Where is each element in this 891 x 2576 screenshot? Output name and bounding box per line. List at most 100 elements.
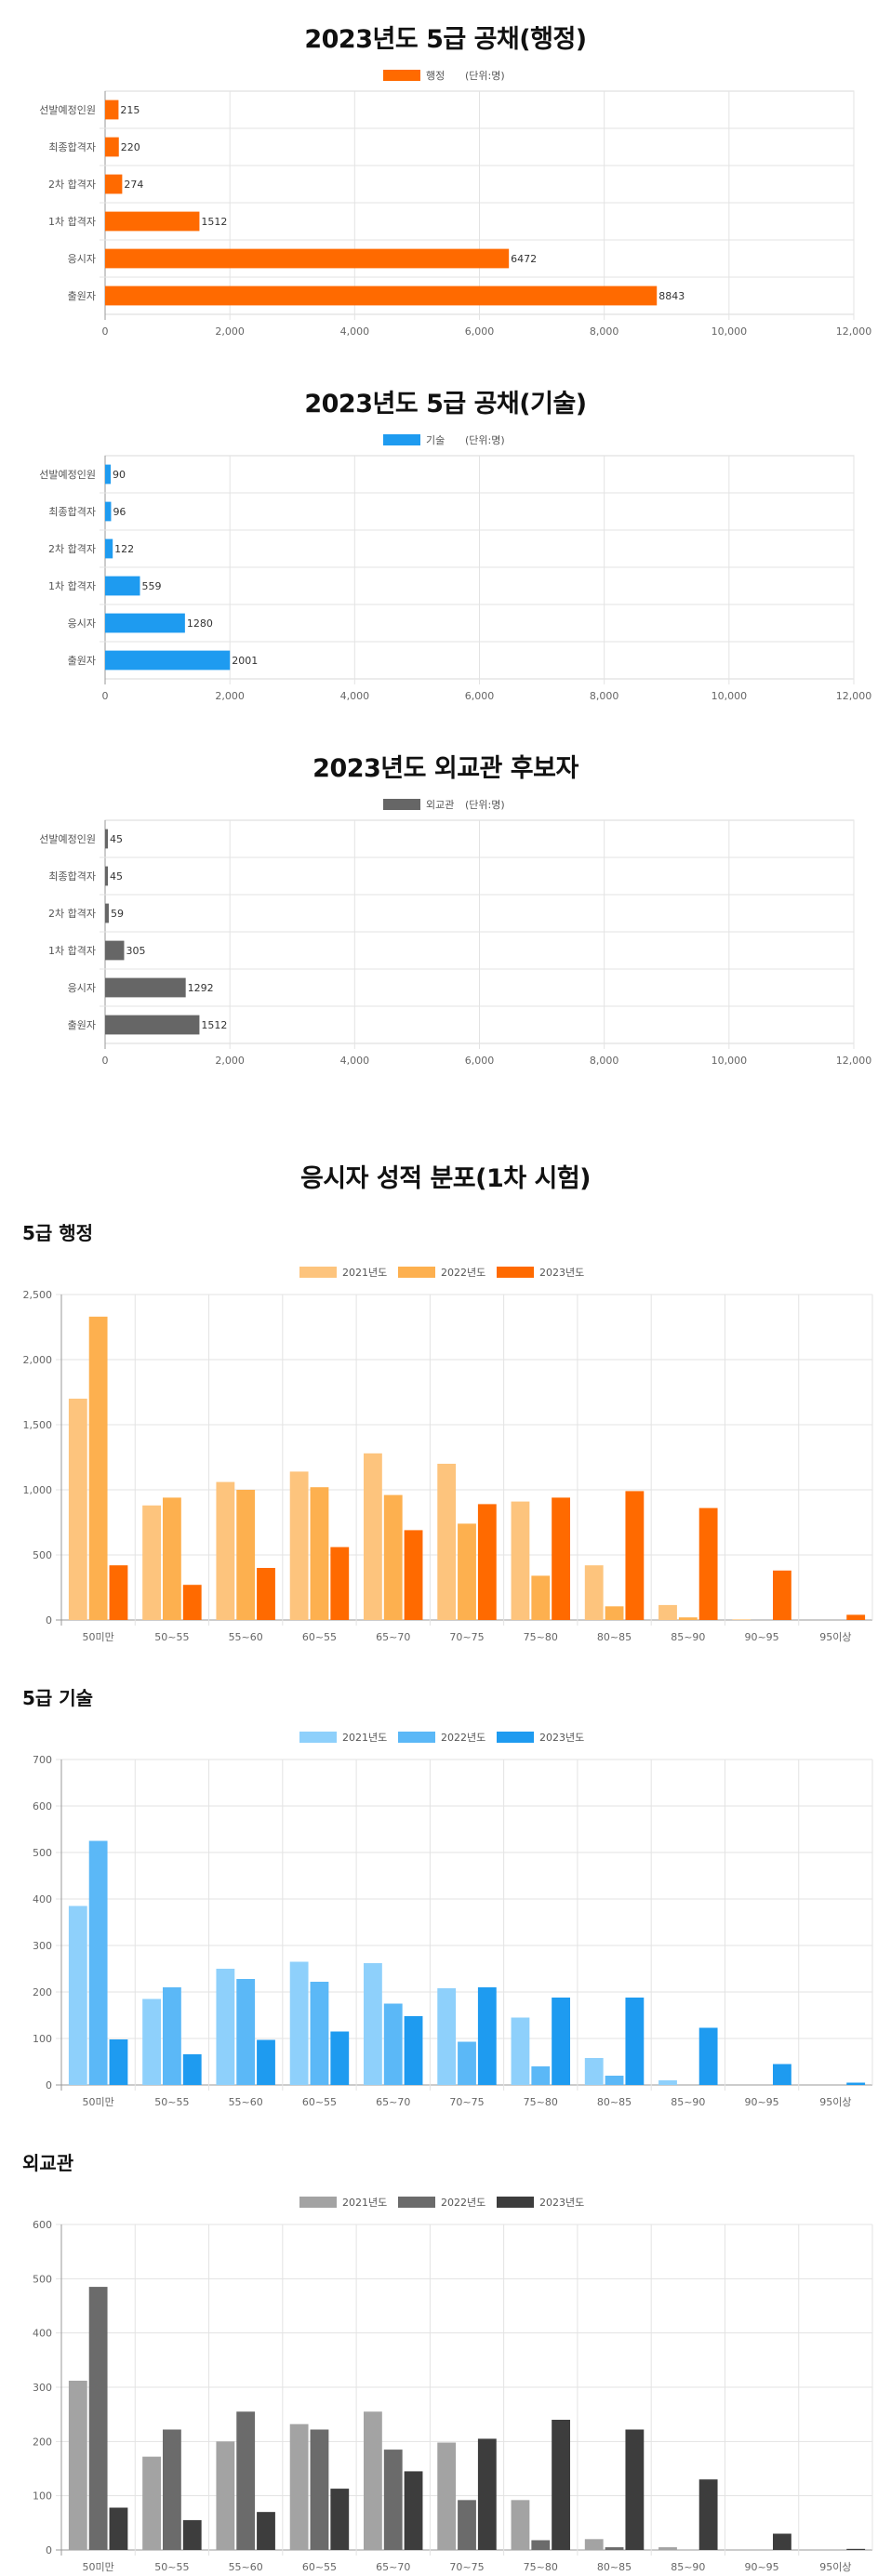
legend-unit-note: (단위:명) bbox=[465, 70, 505, 82]
bar bbox=[552, 1998, 570, 2085]
data-label: 1512 bbox=[201, 216, 227, 228]
legend-swatch bbox=[497, 2197, 534, 2208]
legend-label: 외교관 bbox=[426, 799, 454, 811]
bar bbox=[68, 1905, 87, 2085]
x-category-label: 85~90 bbox=[671, 1631, 705, 1643]
bar bbox=[216, 1481, 235, 1620]
bar bbox=[584, 2058, 604, 2085]
x-category-label: 65~70 bbox=[376, 2561, 410, 2573]
bar bbox=[105, 940, 125, 961]
bar bbox=[109, 2039, 128, 2085]
bar bbox=[773, 2533, 791, 2550]
legend-swatch bbox=[497, 1732, 534, 1743]
bar bbox=[846, 2548, 866, 2550]
bar bbox=[437, 1464, 457, 1620]
x-tick-label: 0 bbox=[102, 690, 109, 702]
y-tick-label: 0 bbox=[46, 1614, 52, 1627]
data-label: 122 bbox=[114, 543, 134, 555]
legend-unit-note: (단위:명) bbox=[465, 799, 505, 811]
y-tick-label: 400 bbox=[33, 1893, 52, 1905]
x-category-label: 50미만 bbox=[83, 1631, 114, 1643]
x-category-label: 60~55 bbox=[302, 2096, 337, 2108]
y-category-label: 응시자 bbox=[68, 253, 96, 265]
bar bbox=[257, 2039, 275, 2085]
y-tick-label: 700 bbox=[33, 1754, 52, 1766]
y-tick-label: 200 bbox=[33, 2436, 52, 2448]
bar bbox=[846, 1614, 866, 1620]
bar bbox=[458, 2041, 476, 2085]
bar bbox=[383, 2450, 403, 2550]
x-tick-label: 8,000 bbox=[590, 1055, 619, 1067]
x-category-label: 65~70 bbox=[376, 1631, 410, 1643]
x-category-label: 95이상 bbox=[819, 1631, 851, 1643]
bar bbox=[182, 2519, 202, 2550]
y-category-label: 출원자 bbox=[68, 290, 96, 302]
data-label: 2001 bbox=[232, 655, 258, 667]
bar bbox=[105, 248, 510, 269]
data-label: 215 bbox=[120, 104, 140, 116]
x-category-label: 50~55 bbox=[154, 1631, 189, 1643]
y-category-label: 최종합격자 bbox=[48, 141, 96, 153]
x-category-label: 65~70 bbox=[376, 2096, 410, 2108]
bar bbox=[105, 576, 140, 596]
x-tick-label: 2,000 bbox=[215, 1055, 245, 1067]
x-tick-label: 10,000 bbox=[711, 1055, 748, 1067]
x-category-label: 85~90 bbox=[671, 2096, 705, 2108]
bar bbox=[531, 2540, 551, 2550]
distribution-title: 응시자 성적 분포(1차 시험) bbox=[299, 1164, 592, 1193]
bar bbox=[364, 2411, 382, 2550]
vbar-chart-tech: 2021년도 2022년도 2023년도 0 100 200 300 400 500 600 700… bbox=[33, 1732, 873, 2108]
bar bbox=[625, 2429, 645, 2550]
bar bbox=[511, 1501, 530, 1620]
x-tick-label: 6,000 bbox=[465, 1055, 495, 1067]
y-tick-label: 0 bbox=[46, 2079, 52, 2091]
x-tick-label: 4,000 bbox=[340, 325, 370, 338]
x-category-label: 80~85 bbox=[597, 1631, 632, 1643]
x-tick-label: 6,000 bbox=[465, 325, 495, 338]
x-category-label: 95이상 bbox=[819, 2561, 851, 2573]
bar bbox=[109, 1565, 128, 1620]
bar bbox=[105, 538, 113, 559]
x-category-label: 90~95 bbox=[744, 2561, 778, 2573]
bar bbox=[404, 2471, 423, 2550]
x-category-label: 95이상 bbox=[819, 2096, 851, 2108]
legend-swatch bbox=[299, 2197, 337, 2208]
bar bbox=[330, 2489, 350, 2550]
x-category-label: 55~60 bbox=[229, 2561, 263, 2573]
bar bbox=[216, 2441, 235, 2550]
legend-swatch bbox=[299, 1267, 337, 1278]
bar bbox=[289, 1471, 309, 1620]
y-tick-label: 600 bbox=[33, 2219, 52, 2231]
bar bbox=[236, 2411, 256, 2550]
bar bbox=[531, 2066, 551, 2085]
y-tick-label: 1,500 bbox=[23, 1419, 53, 1431]
bar bbox=[310, 1487, 329, 1620]
legend-label: 2022년도 bbox=[441, 1732, 485, 1744]
x-tick-label: 4,000 bbox=[340, 1055, 370, 1067]
bar bbox=[732, 1619, 751, 1620]
bar bbox=[257, 2512, 275, 2550]
y-category-label: 최종합격자 bbox=[48, 506, 96, 518]
subtitle-diplomat: 외교관 bbox=[22, 2152, 74, 2174]
bar bbox=[68, 2381, 87, 2550]
data-label: 305 bbox=[126, 945, 145, 957]
y-tick-label: 2,500 bbox=[23, 1289, 53, 1301]
x-category-label: 50미만 bbox=[83, 2561, 114, 2573]
data-label: 1512 bbox=[201, 1019, 227, 1031]
bar bbox=[105, 613, 185, 633]
bar bbox=[105, 464, 112, 485]
y-tick-label: 2,000 bbox=[23, 1354, 53, 1366]
x-category-label: 75~80 bbox=[524, 2561, 558, 2573]
bar bbox=[142, 1998, 161, 2085]
bar bbox=[584, 1565, 604, 1620]
bar bbox=[552, 2420, 570, 2550]
x-category-label: 60~55 bbox=[302, 2561, 337, 2573]
x-tick-label: 6,000 bbox=[465, 690, 495, 702]
legend-swatch bbox=[398, 2197, 435, 2208]
bar bbox=[289, 2423, 309, 2550]
x-tick-label: 10,000 bbox=[711, 690, 748, 702]
data-label: 45 bbox=[110, 833, 123, 845]
y-category-label: 1차 합격자 bbox=[48, 580, 96, 592]
y-tick-label: 500 bbox=[33, 1549, 52, 1561]
y-category-label: 선발예정인원 bbox=[39, 469, 96, 481]
